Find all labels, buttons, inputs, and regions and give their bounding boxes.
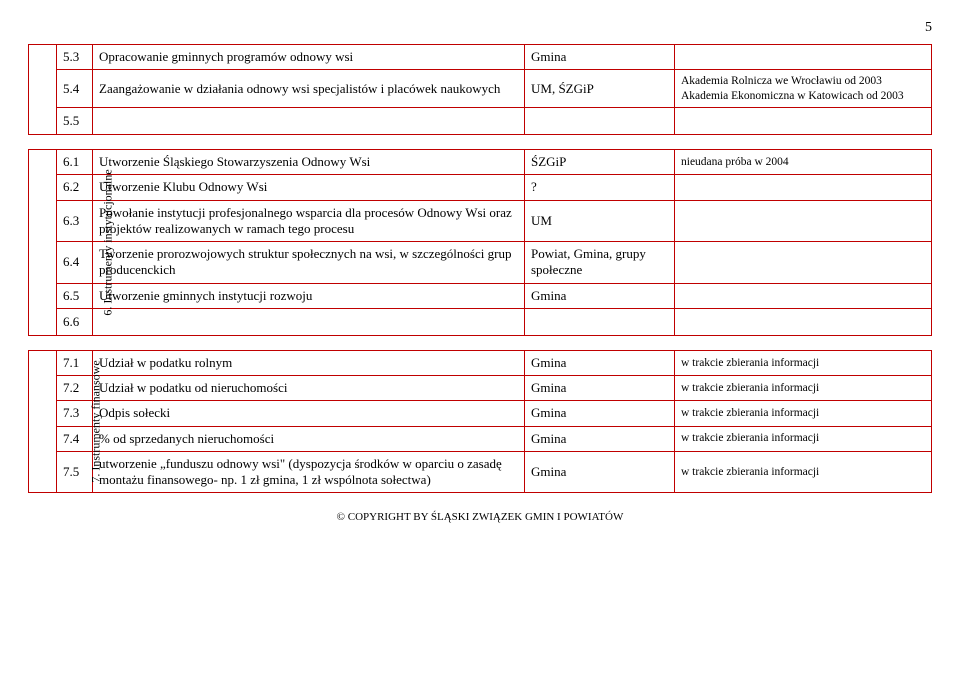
row-note [675,242,932,284]
row-resp: Gmina [525,451,675,493]
row-desc [93,108,525,135]
side-label-text: 7. Instrumenty finansowe [89,360,104,482]
row-resp: UM, ŚZGiP [525,70,675,108]
table-row: 7.3 Odpis sołecki Gmina w trakcie zbiera… [29,401,932,426]
row-num: 5.5 [57,108,93,135]
row-resp: ? [525,175,675,200]
table-row: 5.4 Zaangażowanie w działania odnowy wsi… [29,70,932,108]
table-row: 6.5 Utworzenie gminnych instytucji rozwo… [29,283,932,308]
row-resp: Gmina [525,283,675,308]
row-desc: Utworzenie Śląskiego Stowarzyszenia Odno… [93,150,525,175]
row-resp: Powiat, Gmina, grupy społeczne [525,242,675,284]
row-note: w trakcie zbierania informacji [675,451,932,493]
row-num: 6.2 [57,175,93,200]
row-note [675,175,932,200]
row-num: 6.6 [57,308,93,335]
row-note: w trakcie zbierania informacji [675,376,932,401]
table-row: 7.5 utworzenie „funduszu odnowy wsi" (dy… [29,451,932,493]
row-num: 7.5 [57,451,93,493]
copyright-footer: © COPYRIGHT BY ŚLĄSKI ZWIĄZEK GMIN I POW… [28,511,932,523]
row-resp [525,108,675,135]
row-note [675,200,932,242]
row-note [675,283,932,308]
table-row: 6. Instrumenty instytucjonalne 6.1 Utwor… [29,150,932,175]
row-desc: Zaangażowanie w działania odnowy wsi spe… [93,70,525,108]
table-row: 6.3 Powołanie instytucji profesjonalnego… [29,200,932,242]
table-block-3: 7. Instrumenty finansowe 7.1 Udział w po… [28,350,932,494]
row-desc [93,308,525,335]
row-num: 7.4 [57,426,93,451]
row-note: w trakcie zbierania informacji [675,401,932,426]
row-desc: Opracowanie gminnych programów odnowy ws… [93,45,525,70]
row-resp: Gmina [525,350,675,375]
table-row: 5.5 [29,108,932,135]
row-desc: Udział w podatku od nieruchomości [93,376,525,401]
row-desc: % od sprzedanych nieruchomości [93,426,525,451]
row-note [675,45,932,70]
row-desc: Udział w podatku rolnym [93,350,525,375]
side-label: 7. Instrumenty finansowe [29,350,57,493]
row-resp: Gmina [525,45,675,70]
row-num: 7.2 [57,376,93,401]
row-note [675,308,932,335]
row-note: w trakcie zbierania informacji [675,350,932,375]
table-row: 7.4 % od sprzedanych nieruchomości Gmina… [29,426,932,451]
row-note: nieudana próba w 2004 [675,150,932,175]
side-label-text: 6. Instrumenty instytucjonalne [101,169,116,315]
row-num: 5.4 [57,70,93,108]
table-block-2: 6. Instrumenty instytucjonalne 6.1 Utwor… [28,149,932,336]
row-resp: UM [525,200,675,242]
row-note [675,108,932,135]
row-note: w trakcie zbierania informacji [675,426,932,451]
row-num: 7.1 [57,350,93,375]
table-row: 6.2 Utworzenie Klubu Odnowy Wsi ? [29,175,932,200]
row-resp: Gmina [525,426,675,451]
table-row: 6.4 Tworzenie prorozwojowych struktur sp… [29,242,932,284]
row-num: 6.5 [57,283,93,308]
row-desc: Tworzenie prorozwojowych struktur społec… [93,242,525,284]
row-resp: ŚZGiP [525,150,675,175]
table-block-1: 5.3 Opracowanie gminnych programów odnow… [28,44,932,135]
side-cell-empty [29,45,57,135]
row-note: Akademia Rolnicza we Wrocławiu od 2003 A… [675,70,932,108]
row-num: 5.3 [57,45,93,70]
row-desc: Utworzenie gminnych instytucji rozwoju [93,283,525,308]
table-row: 7.2 Udział w podatku od nieruchomości Gm… [29,376,932,401]
table-row: 5.3 Opracowanie gminnych programów odnow… [29,45,932,70]
row-desc: Utworzenie Klubu Odnowy Wsi [93,175,525,200]
row-desc: Powołanie instytucji profesjonalnego wsp… [93,200,525,242]
table-row: 6.6 [29,308,932,335]
row-desc: Odpis sołecki [93,401,525,426]
page-number: 5 [28,20,932,36]
table-row: 7. Instrumenty finansowe 7.1 Udział w po… [29,350,932,375]
row-num: 6.1 [57,150,93,175]
row-resp: Gmina [525,401,675,426]
row-desc: utworzenie „funduszu odnowy wsi" (dyspoz… [93,451,525,493]
row-resp: Gmina [525,376,675,401]
row-resp [525,308,675,335]
side-label: 6. Instrumenty instytucjonalne [29,150,57,336]
